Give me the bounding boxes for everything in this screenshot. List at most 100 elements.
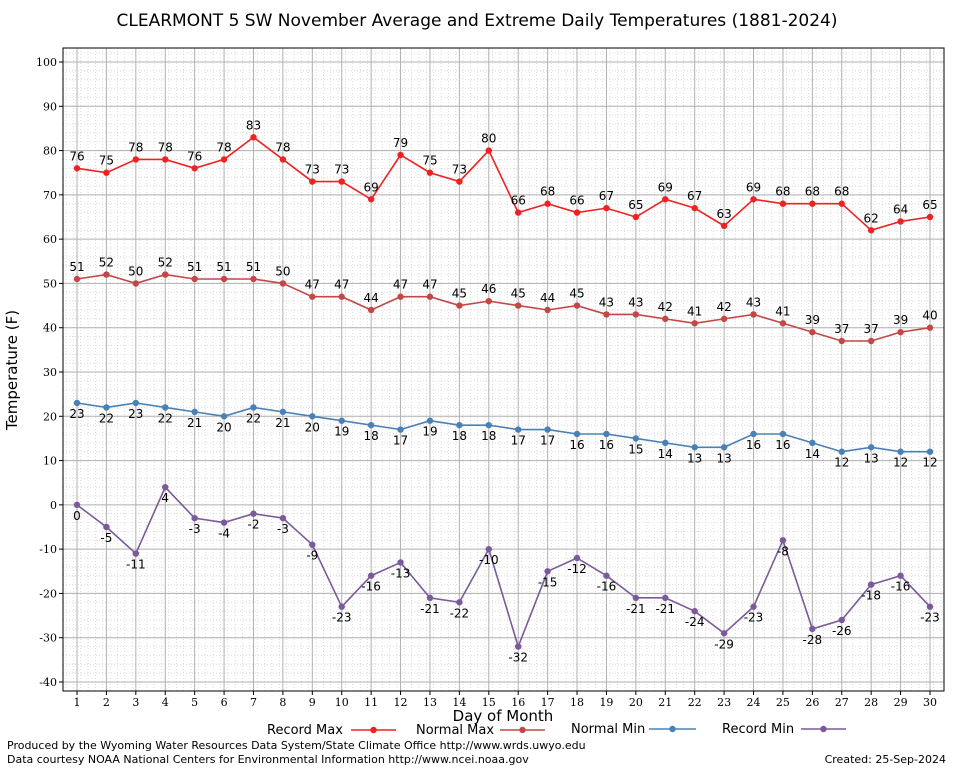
normal-max-data-label: 43 bbox=[599, 295, 614, 309]
record-max-point bbox=[573, 209, 581, 216]
normal-max-data-label: 51 bbox=[246, 260, 261, 274]
record-max-data-label: 76 bbox=[69, 149, 84, 163]
record-max-point bbox=[544, 200, 551, 207]
record-min-data-label: -10 bbox=[479, 553, 499, 567]
record-max-data-label: 69 bbox=[658, 180, 673, 194]
record-min-point bbox=[250, 510, 257, 517]
normal-min-data-label: 20 bbox=[305, 420, 320, 434]
major-grid bbox=[63, 48, 944, 691]
record-max-data-label: 64 bbox=[893, 202, 908, 216]
record-min-data-label: -29 bbox=[714, 637, 734, 651]
x-tick-label: 26 bbox=[805, 696, 819, 709]
normal-min-data-label: 14 bbox=[658, 447, 673, 461]
record-max-point bbox=[779, 200, 787, 207]
record-min-point bbox=[132, 550, 140, 557]
normal-max-point bbox=[632, 311, 640, 318]
normal-max-data-label: 41 bbox=[775, 304, 790, 318]
y-tick-label: 0 bbox=[50, 499, 57, 512]
record-max-data-label: 75 bbox=[422, 154, 437, 168]
normal-max-data-label: 47 bbox=[334, 278, 349, 292]
legend-marker bbox=[669, 725, 676, 733]
record-min-data-label: -3 bbox=[277, 522, 289, 536]
y-tick-label: -30 bbox=[39, 632, 57, 645]
normal-min-point bbox=[809, 439, 816, 447]
normal-max-point bbox=[779, 320, 787, 327]
normal-min-data-label: 12 bbox=[893, 456, 908, 470]
x-tick-label: 28 bbox=[864, 696, 878, 709]
normal-max-data-label: 44 bbox=[363, 291, 378, 305]
record-max-data-label: 73 bbox=[334, 163, 349, 177]
x-tick-label: 10 bbox=[335, 696, 349, 709]
record-min-point bbox=[544, 568, 551, 575]
created-date: Created: 25-Sep-2024 bbox=[825, 753, 946, 766]
record-max-point bbox=[367, 196, 375, 203]
x-tick-label: 7 bbox=[250, 696, 257, 709]
record-min-data-label: -24 bbox=[685, 615, 705, 629]
record-max-data-label: 67 bbox=[599, 189, 614, 203]
record-max-data-label: 68 bbox=[834, 185, 849, 199]
record-min-data-label: -16 bbox=[361, 580, 381, 594]
normal-min-data-label: 21 bbox=[187, 416, 202, 430]
normal-min-data-label: 23 bbox=[69, 407, 84, 421]
y-tick-label: 80 bbox=[43, 145, 57, 158]
record-min-data-label: -16 bbox=[891, 580, 911, 594]
normal-min-data-label: 16 bbox=[599, 438, 614, 452]
normal-min-point bbox=[103, 404, 110, 411]
normal-max-point bbox=[926, 324, 934, 331]
legend-marker bbox=[519, 726, 526, 734]
record-max-data-label: 69 bbox=[746, 180, 761, 194]
normal-min-point bbox=[662, 439, 669, 447]
normal-min-data-label: 18 bbox=[452, 429, 467, 443]
x-tick-label: 9 bbox=[309, 696, 316, 709]
legend-label: Normal Min bbox=[571, 722, 645, 737]
normal-max-data-label: 47 bbox=[305, 278, 320, 292]
x-tick-label: 23 bbox=[717, 696, 731, 709]
record-min-data-label: -23 bbox=[744, 611, 764, 625]
series-layer bbox=[73, 134, 934, 650]
normal-max-point bbox=[838, 337, 845, 345]
normal-min-data-label: 21 bbox=[275, 416, 290, 430]
record-min-point bbox=[838, 616, 845, 624]
record-max-data-label: 67 bbox=[687, 189, 702, 203]
y-tick-label: 50 bbox=[43, 277, 57, 290]
y-tick-label: 60 bbox=[43, 233, 57, 246]
normal-min-data-label: 17 bbox=[393, 434, 408, 448]
normal-max-data-label: 40 bbox=[922, 309, 937, 323]
normal-max-point bbox=[867, 337, 875, 345]
normal-min-point bbox=[926, 448, 934, 455]
normal-min-data-label: 19 bbox=[334, 425, 349, 439]
normal-min-point bbox=[309, 413, 316, 420]
record-min-data-label: -13 bbox=[391, 566, 411, 580]
record-max-point bbox=[250, 134, 257, 141]
normal-max-point bbox=[103, 271, 110, 278]
normal-min-point bbox=[485, 421, 492, 429]
record-min-point bbox=[103, 523, 110, 531]
record-min-data-label: -12 bbox=[567, 562, 587, 576]
record-max-point bbox=[809, 200, 816, 207]
normal-max-data-label: 50 bbox=[128, 264, 143, 278]
normal-max-point bbox=[367, 306, 375, 314]
x-tick-label: 17 bbox=[541, 696, 555, 709]
record-min-data-label: -11 bbox=[126, 558, 146, 572]
x-tick-label: 27 bbox=[835, 696, 849, 709]
x-tick-label: 22 bbox=[688, 696, 702, 709]
x-tick-label: 5 bbox=[191, 696, 198, 709]
normal-max-point bbox=[750, 311, 757, 318]
normal-min-point bbox=[397, 426, 404, 433]
x-tick-label: 2 bbox=[103, 696, 110, 709]
normal-max-point bbox=[132, 280, 140, 287]
record-min-point bbox=[191, 514, 198, 522]
plot-frame bbox=[62, 47, 945, 692]
normal-min-point bbox=[515, 426, 522, 433]
record-min-data-label: -22 bbox=[450, 606, 470, 620]
record-min-point bbox=[662, 594, 669, 602]
record-max-point bbox=[662, 196, 669, 203]
normal-min-data-label: 12 bbox=[834, 456, 849, 470]
normal-min-data-label: 18 bbox=[481, 429, 496, 443]
x-tick-label: 14 bbox=[452, 696, 466, 709]
record-max-point bbox=[309, 178, 316, 185]
normal-min-point bbox=[691, 444, 698, 451]
y-tick-label: -10 bbox=[39, 543, 57, 556]
normal-max-data-label: 41 bbox=[687, 304, 702, 318]
